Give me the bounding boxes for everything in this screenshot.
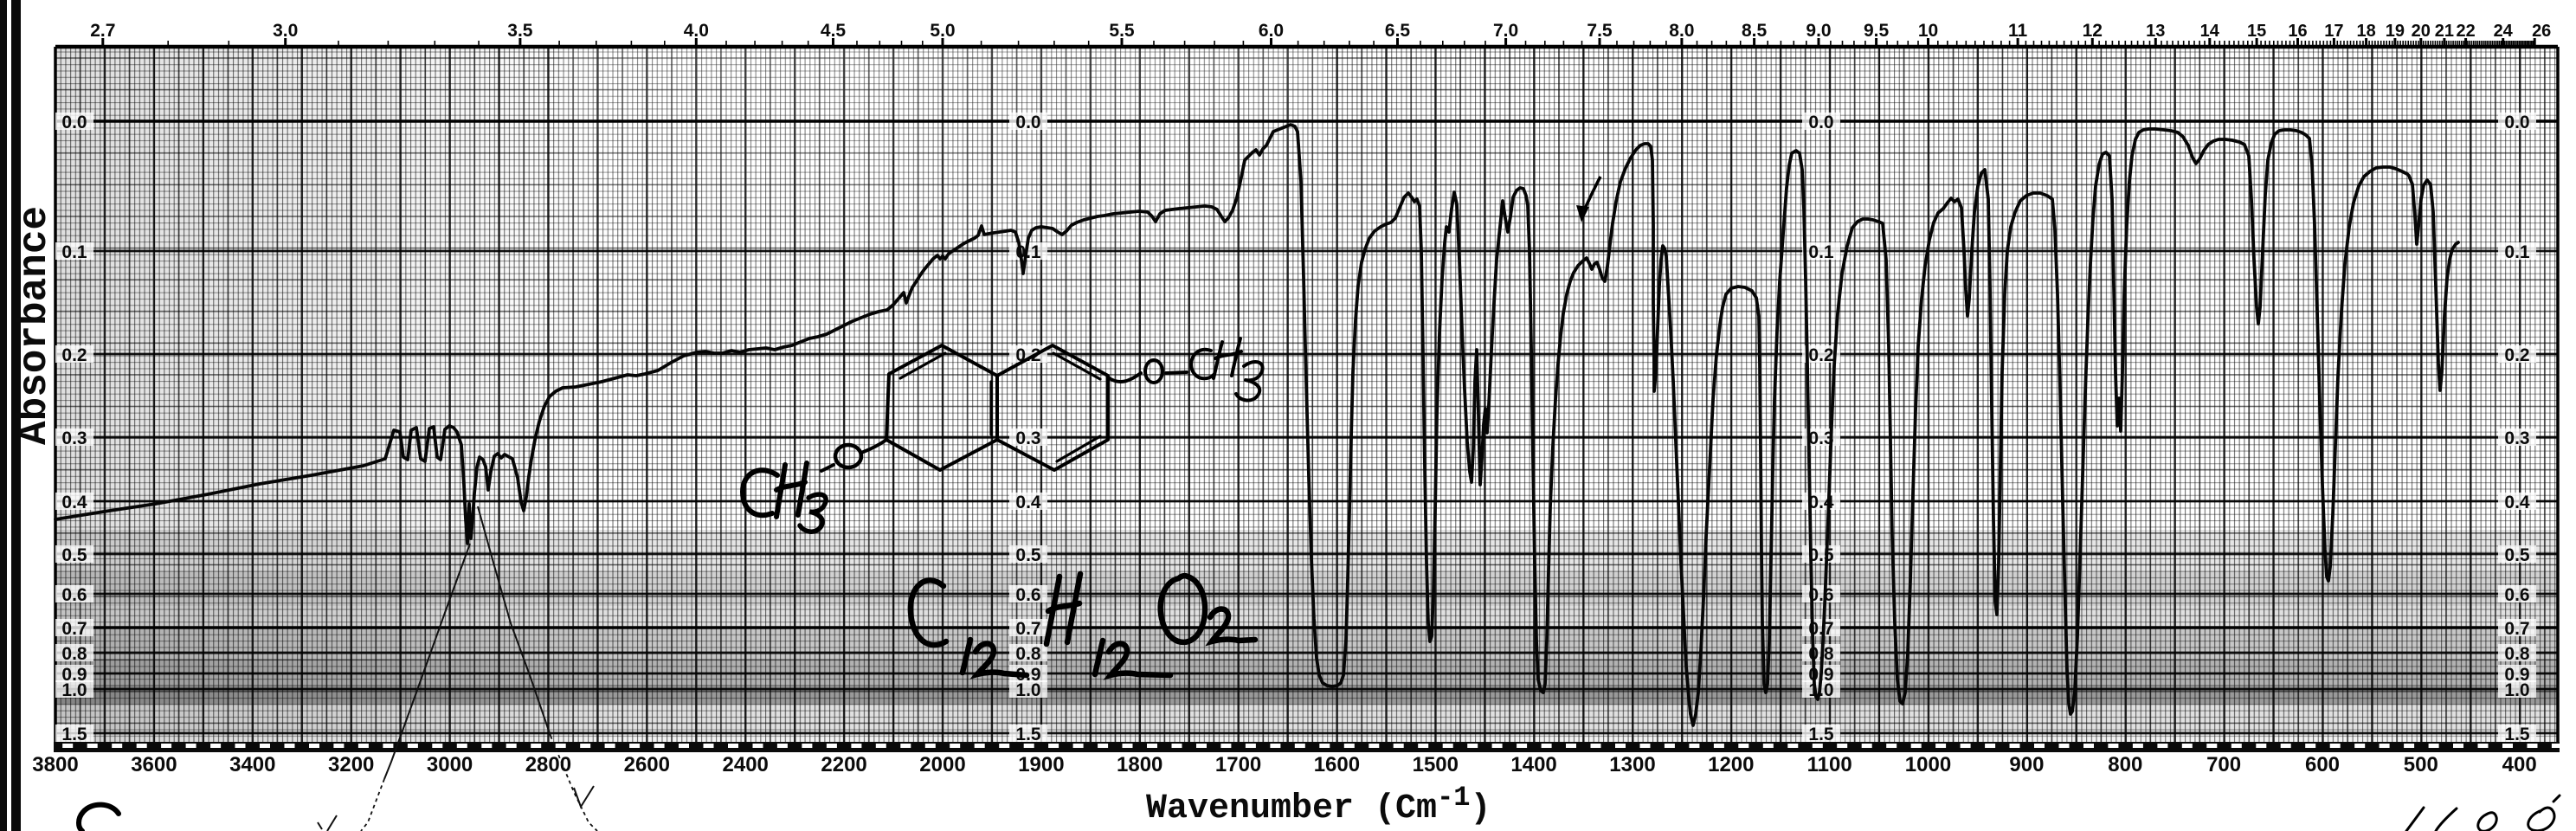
svg-text:0.5: 0.5 (2504, 545, 2530, 565)
svg-text:Wavenumber (Cm-1): Wavenumber (Cm-1) (1146, 782, 1491, 828)
svg-text:17: 17 (2324, 22, 2343, 41)
svg-text:0.5: 0.5 (61, 545, 87, 565)
svg-text:3000: 3000 (427, 753, 473, 776)
svg-text:22: 22 (2456, 22, 2475, 41)
svg-text:0.3: 0.3 (1015, 428, 1040, 448)
svg-text:6.5: 6.5 (1385, 21, 1411, 41)
svg-text:5.0: 5.0 (930, 21, 955, 41)
svg-text:1.5: 1.5 (2504, 725, 2530, 744)
svg-text:0.7: 0.7 (1015, 619, 1040, 639)
svg-text:3800: 3800 (32, 753, 78, 776)
svg-text:1800: 1800 (1117, 753, 1162, 776)
svg-text:0.1: 0.1 (61, 242, 87, 262)
svg-text:4.0: 4.0 (684, 21, 709, 41)
svg-text:0.7: 0.7 (2504, 619, 2529, 639)
svg-text:1.5: 1.5 (61, 725, 87, 744)
svg-text:1.0: 1.0 (61, 680, 87, 700)
svg-text:16: 16 (2288, 22, 2307, 41)
svg-text:400: 400 (2502, 753, 2537, 776)
svg-text:15: 15 (2247, 22, 2266, 41)
svg-text:18: 18 (2356, 22, 2375, 41)
svg-text:24: 24 (2494, 22, 2514, 41)
svg-text:Absorbance: Absorbance (12, 206, 57, 445)
svg-text:6.0: 6.0 (1259, 21, 1284, 41)
svg-text:1700: 1700 (1215, 753, 1261, 776)
svg-text:500: 500 (2404, 753, 2438, 776)
svg-text:3.0: 3.0 (273, 21, 298, 41)
svg-text:20: 20 (2412, 22, 2431, 41)
svg-text:600: 600 (2305, 753, 2340, 776)
svg-text:0.4: 0.4 (61, 493, 87, 512)
svg-text:0.0: 0.0 (2504, 113, 2529, 132)
svg-text:0.8: 0.8 (61, 644, 87, 664)
svg-text:900: 900 (2009, 753, 2044, 776)
svg-text:1200: 1200 (1708, 753, 1754, 776)
svg-text:1400: 1400 (1510, 753, 1556, 776)
svg-text:8.0: 8.0 (1669, 21, 1694, 41)
svg-text:3200: 3200 (328, 753, 374, 776)
svg-text:0.3: 0.3 (1808, 428, 1833, 448)
svg-text:700: 700 (2206, 753, 2241, 776)
svg-text:26: 26 (2532, 22, 2551, 41)
svg-text:1900: 1900 (1018, 753, 1064, 776)
svg-text:1.5: 1.5 (1808, 725, 1834, 744)
svg-text:0.2: 0.2 (2504, 345, 2529, 365)
svg-text:0.9: 0.9 (2504, 665, 2529, 685)
svg-text:2200: 2200 (821, 753, 866, 776)
svg-text:3400: 3400 (229, 753, 275, 776)
svg-text:21: 21 (2435, 22, 2454, 41)
svg-text:1.0: 1.0 (1015, 680, 1040, 700)
svg-text:0.9: 0.9 (61, 665, 87, 685)
svg-text:0.6: 0.6 (1808, 585, 1833, 605)
svg-text:1600: 1600 (1314, 753, 1360, 776)
svg-text:3600: 3600 (131, 753, 177, 776)
svg-text:1.5: 1.5 (1015, 725, 1041, 744)
svg-text:9.5: 9.5 (1864, 21, 1890, 41)
svg-text:2800: 2800 (525, 753, 571, 776)
svg-text:2.7: 2.7 (90, 21, 115, 41)
svg-text:11: 11 (2008, 21, 2028, 41)
svg-text:1.0: 1.0 (2504, 680, 2529, 700)
svg-text:7.5: 7.5 (1587, 21, 1613, 41)
svg-text:4.5: 4.5 (821, 21, 847, 41)
svg-text:0.1: 0.1 (1808, 242, 1834, 262)
svg-text:8.5: 8.5 (1742, 21, 1768, 41)
svg-text:2600: 2600 (624, 753, 670, 776)
svg-text:0.8: 0.8 (1015, 644, 1041, 664)
svg-text:0.7: 0.7 (1808, 619, 1833, 639)
svg-text:14: 14 (2200, 22, 2220, 41)
svg-text:0.8: 0.8 (2504, 644, 2530, 664)
svg-text:0.2: 0.2 (61, 345, 87, 365)
svg-text:0.5: 0.5 (1015, 545, 1041, 565)
svg-text:1000: 1000 (1905, 753, 1951, 776)
svg-text:2000: 2000 (919, 753, 965, 776)
svg-text:0.4: 0.4 (1015, 493, 1041, 512)
svg-text:0.6: 0.6 (1015, 585, 1040, 605)
svg-text:1500: 1500 (1413, 753, 1459, 776)
svg-text:1100: 1100 (1807, 753, 1852, 776)
svg-text:800: 800 (2108, 753, 2142, 776)
svg-text:0.7: 0.7 (61, 619, 87, 639)
svg-text:0.2: 0.2 (1808, 345, 1833, 365)
svg-text:3.5: 3.5 (507, 21, 533, 41)
svg-text:12: 12 (2083, 21, 2103, 41)
svg-text:0.0: 0.0 (1808, 113, 1833, 132)
svg-text:5.5: 5.5 (1109, 21, 1135, 41)
svg-text:0.6: 0.6 (2504, 585, 2529, 605)
svg-text:0.6: 0.6 (61, 585, 87, 605)
svg-text:0.4: 0.4 (2504, 493, 2530, 512)
svg-text:13: 13 (2146, 22, 2165, 41)
svg-text:0.1: 0.1 (2504, 242, 2530, 262)
svg-text:7.0: 7.0 (1493, 21, 1518, 41)
svg-text:2400: 2400 (723, 753, 769, 776)
svg-text:0.3: 0.3 (61, 428, 87, 448)
svg-text:19: 19 (2386, 22, 2405, 41)
svg-text:0.3: 0.3 (2504, 428, 2529, 448)
svg-text:9.0: 9.0 (1806, 21, 1831, 41)
svg-text:10: 10 (1918, 21, 1938, 41)
svg-text:0.0: 0.0 (61, 113, 87, 132)
svg-text:1300: 1300 (1609, 753, 1655, 776)
svg-text:0.0: 0.0 (1015, 113, 1040, 132)
